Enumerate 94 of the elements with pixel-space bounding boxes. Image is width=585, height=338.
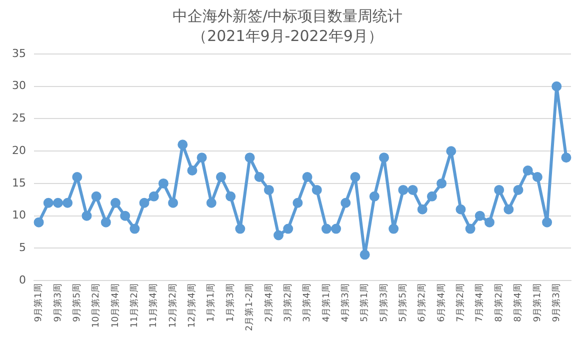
point	[187, 166, 198, 176]
point	[321, 224, 332, 234]
point	[446, 146, 456, 156]
point	[91, 191, 102, 202]
point	[426, 191, 437, 202]
point	[312, 184, 322, 195]
point	[72, 172, 82, 182]
x-tick-label: 4月第1周	[320, 284, 332, 322]
x-tick-label: 10月第2周	[90, 284, 102, 328]
y-tick-label: 10	[12, 208, 26, 222]
x-tick-label: 3月第2周	[282, 284, 294, 322]
point	[465, 224, 476, 234]
y-tick-label: 0	[18, 273, 26, 286]
x-tick-label: 12月第2周	[167, 284, 178, 328]
point	[178, 140, 188, 150]
y-tick-label: 25	[12, 112, 26, 125]
point	[532, 172, 542, 182]
x-tick-label: 8月第2周	[493, 284, 504, 322]
x-tick-label: 5月第5周	[398, 284, 409, 322]
x-tick-label: 9月第3周	[52, 284, 64, 322]
x-tick-label: 4月第3周	[340, 284, 351, 322]
point	[148, 191, 159, 202]
point	[302, 172, 312, 182]
point	[484, 217, 494, 228]
point	[456, 204, 466, 214]
x-tick-label: 9月第1周	[33, 284, 44, 322]
point	[168, 198, 178, 208]
point	[120, 210, 130, 221]
x-tick-label: 2月第1-2周	[244, 284, 256, 332]
point	[417, 204, 428, 214]
x-tick-label: 9月第3周	[550, 284, 562, 322]
point	[494, 184, 504, 195]
point	[216, 172, 226, 182]
x-tick-label: 1月第3周	[224, 284, 236, 322]
point	[360, 250, 370, 260]
y-tick-label: 5	[18, 241, 26, 254]
x-tick-label: 9月第1周	[532, 284, 543, 322]
x-tick-label: 5月第1周	[359, 284, 370, 322]
point	[504, 204, 514, 214]
y-tick-label: 30	[12, 79, 26, 92]
point	[264, 184, 274, 195]
x-tick-label: 8月第4周	[512, 284, 524, 322]
point	[34, 217, 44, 228]
y-tick-label: 20	[12, 144, 26, 157]
point	[331, 224, 342, 234]
point	[408, 184, 418, 195]
x-tick-label: 9月第5周	[71, 284, 82, 322]
point	[244, 152, 255, 163]
chart-title: 中企海外新签/中标项目数量周统计	[172, 6, 403, 25]
point	[552, 81, 562, 92]
x-tick-label: 5月第3周	[378, 284, 390, 322]
x-tick-label: 6月第2周	[416, 284, 428, 322]
point	[513, 184, 524, 195]
x-tick-label: 2月第4周	[263, 284, 274, 322]
point	[542, 217, 552, 228]
x-tick-label: 1月第1周	[206, 284, 217, 322]
y-tick-label: 35	[12, 46, 26, 60]
x-tick-label: 7月第2周	[455, 284, 466, 322]
point	[110, 198, 121, 208]
point	[561, 152, 572, 163]
point	[62, 198, 73, 208]
point	[196, 152, 207, 163]
point	[283, 224, 294, 234]
point	[292, 198, 303, 208]
x-tick-label: 11月第4周	[148, 284, 160, 328]
point	[274, 230, 284, 240]
point	[369, 191, 380, 202]
point	[379, 152, 390, 163]
point	[350, 172, 360, 182]
x-tick-label: 7月第4周	[474, 284, 486, 322]
point	[254, 172, 264, 182]
point	[139, 198, 150, 208]
point	[82, 210, 92, 221]
x-tick-label: 3月第4周	[302, 284, 313, 322]
point	[522, 166, 533, 176]
y-tick-label: 15	[12, 176, 26, 190]
point	[388, 224, 399, 234]
x-tick-label: 10月第4周	[110, 284, 121, 328]
chart-subtitle: （2021年9月-2022年9月）	[192, 26, 383, 45]
point	[436, 178, 447, 188]
point	[226, 191, 236, 202]
point	[340, 198, 351, 208]
point	[52, 198, 63, 208]
point	[130, 224, 140, 234]
point	[43, 198, 54, 208]
point	[100, 217, 111, 228]
point	[235, 224, 246, 234]
point	[206, 198, 216, 208]
point	[398, 184, 408, 195]
x-tick-label: 12月第4周	[186, 284, 198, 328]
x-tick-label: 11月第2周	[129, 284, 140, 328]
x-tick-label: 6月第4周	[436, 284, 447, 322]
point	[474, 210, 485, 221]
point	[158, 178, 168, 188]
